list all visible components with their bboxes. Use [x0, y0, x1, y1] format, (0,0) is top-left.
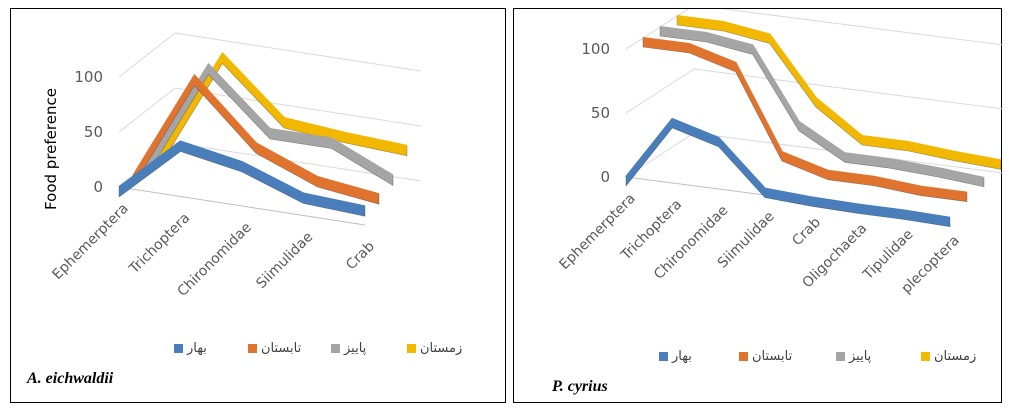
gridline — [174, 32, 422, 72]
species-label: A. eichwaldii — [27, 370, 114, 387]
series-line-autumn — [659, 26, 985, 179]
chart-panel-a-eichwaldii: 0 50 100 Ephemerptera Trichoptera Chironomida… — [10, 8, 506, 403]
gridline-side — [118, 87, 176, 133]
x-tick-label: Ephemerptera — [49, 201, 131, 283]
legend-item-summer: تابستان — [739, 347, 792, 365]
legend-label-winter: زمستان — [420, 340, 463, 356]
legend-label-summer: تابستان — [261, 340, 302, 356]
y-tick-label: 0 — [600, 168, 610, 186]
species-label: P. cyrius — [552, 378, 608, 395]
legend-swatch-winter — [921, 351, 930, 361]
legend-item-spring: بهار — [174, 339, 207, 357]
x-tick-label: Trichoptera — [126, 210, 194, 278]
legend-swatch-autumn — [836, 351, 845, 361]
x-tick-label: Siimulidae — [253, 229, 316, 292]
gridline — [174, 87, 422, 127]
legend-label-winter: زمستان — [934, 348, 977, 364]
legend: بهار تابستان پاییز زمستان — [514, 347, 1001, 365]
legend-label-summer: تابستان — [752, 348, 793, 364]
series-line-summer — [642, 37, 968, 194]
series-line-autumn — [146, 62, 394, 177]
x-tick-label: Chironomidae — [174, 220, 254, 300]
legend: بهار تابستان پاییز زمستان — [11, 339, 505, 357]
series-line-summer — [132, 73, 380, 196]
chart-panel-p-cyrius: 0 50 100 Ephemerptera Trichoptera Chironomida… — [513, 8, 1003, 403]
legend-swatch-autumn — [331, 343, 340, 353]
legend-item-summer: تابستان — [248, 339, 301, 357]
gridline — [693, 68, 1003, 110]
legend-label-autumn: پاییز — [344, 340, 367, 356]
legend-label-spring: بهار — [672, 348, 692, 364]
gridline — [720, 9, 1003, 46]
legend-label-spring: بهار — [187, 340, 207, 356]
legend-item-winter: زمستان — [407, 339, 462, 357]
gridline-side — [118, 32, 176, 78]
series-ribbon-summer — [642, 37, 968, 202]
legend-label-autumn: پاییز — [849, 348, 872, 364]
y-axis-title: Food preference — [42, 88, 60, 210]
legend-swatch-summer — [248, 343, 257, 353]
x-tick-label: Crab — [343, 238, 378, 273]
y-tick-label: 100 — [581, 40, 610, 58]
y-tick-label: 100 — [74, 68, 103, 86]
series-line-spring — [625, 117, 951, 219]
legend-item-winter: زمستان — [921, 347, 976, 365]
legend-swatch-spring — [174, 343, 183, 353]
chart-a-eichwaldii: 0 50 100 EphemerpteraTrichopteraChironomida… — [42, 32, 422, 300]
legend-swatch-summer — [739, 351, 748, 361]
legend-item-spring: بهار — [659, 347, 692, 365]
series-line-spring — [118, 140, 366, 208]
gridline-side — [625, 68, 695, 114]
legend-item-autumn: پاییز — [331, 339, 366, 357]
chart-p-cyrius: 050100EphemerpteraTrichopteraChironomida… — [556, 9, 1003, 297]
legend-swatch-spring — [659, 351, 668, 361]
y-tick-label: 0 — [93, 178, 103, 196]
y-tick-label: 50 — [591, 104, 610, 122]
x-axis-line — [118, 186, 366, 226]
x-tick-label: Crab — [789, 214, 824, 249]
legend-item-autumn: پاییز — [836, 347, 871, 365]
series-line-winter — [676, 15, 1002, 162]
y-tick-label: 50 — [84, 123, 103, 141]
legend-swatch-winter — [407, 343, 416, 353]
